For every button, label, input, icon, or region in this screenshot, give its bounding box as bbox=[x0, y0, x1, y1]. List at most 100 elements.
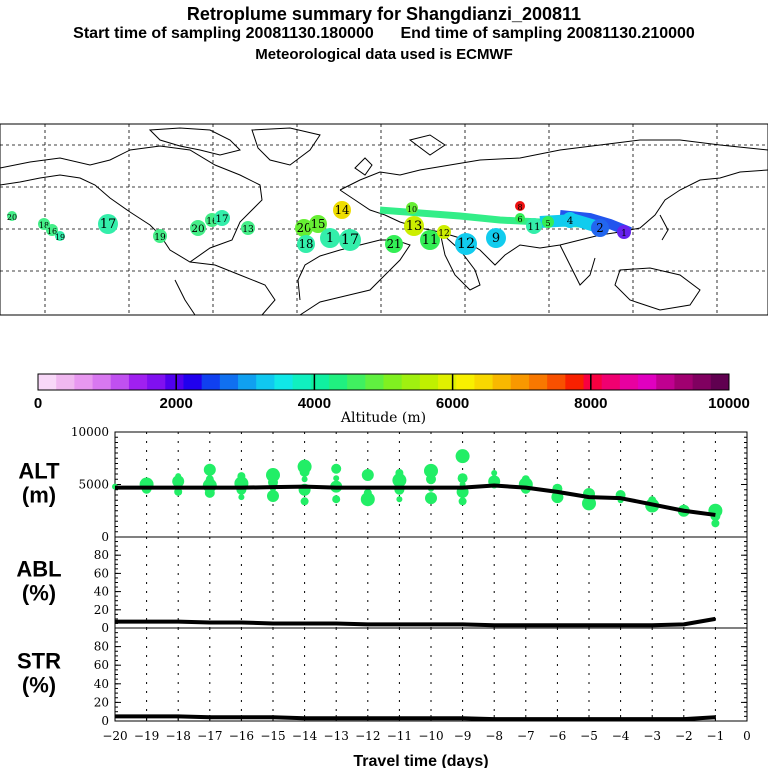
colorbar-swatch bbox=[328, 374, 348, 390]
series-line-abl bbox=[115, 616, 716, 628]
colorbar-tick-label: 4000 bbox=[298, 395, 331, 412]
colorbar-swatch bbox=[165, 374, 184, 390]
plume-dot bbox=[297, 235, 315, 253]
plume-dot bbox=[437, 225, 451, 239]
sampling-times: Start time of sampling 20081130.180000 E… bbox=[0, 25, 768, 43]
altitude-point bbox=[458, 497, 467, 506]
plume-day-label: 17 bbox=[341, 232, 359, 248]
plume-dot bbox=[486, 228, 506, 248]
plume-day-label: 20 bbox=[297, 221, 312, 235]
colorbar-tick-label: 0 bbox=[34, 395, 42, 412]
altitude-point bbox=[491, 469, 498, 476]
time-series-charts: 0500010000ALT(m)020406080ABL(%)020406080… bbox=[16, 425, 750, 768]
altitude-point bbox=[301, 476, 308, 483]
altitude-point bbox=[203, 463, 216, 476]
plume-day-label: 17 bbox=[215, 213, 228, 225]
plume-day-label: 20 bbox=[191, 223, 204, 235]
plume-day-label: 14 bbox=[335, 203, 350, 217]
plume-marker: 6 bbox=[515, 213, 525, 224]
colorbar-swatch bbox=[547, 374, 566, 390]
met-data-label: Meteorological data used is ECMWF bbox=[255, 46, 513, 63]
plume-day-label: 6 bbox=[517, 215, 522, 224]
plume-day-label: 15 bbox=[311, 217, 326, 231]
y-tick-label: 0 bbox=[101, 530, 109, 544]
altitude-point bbox=[392, 473, 407, 488]
plume-marker: 14 bbox=[333, 201, 351, 219]
colorbar-swatch bbox=[56, 374, 75, 390]
y-axis-label: STR bbox=[17, 649, 61, 674]
y-tick-label: 5000 bbox=[78, 478, 109, 492]
plume-day-label: 8 bbox=[517, 203, 522, 212]
colorbar-swatch bbox=[274, 374, 294, 390]
altitude-point bbox=[363, 488, 372, 497]
colorbar-swatch bbox=[438, 374, 457, 390]
colorbar-tick-label: 2000 bbox=[160, 395, 193, 412]
y-tick-label: 60 bbox=[94, 566, 109, 580]
plume-marker: 20 bbox=[295, 219, 313, 237]
plume-marker: 5 bbox=[542, 216, 554, 228]
plume-marker: 11 bbox=[420, 230, 440, 250]
colorbar-swatch bbox=[492, 374, 512, 390]
start-time-label: Start time of sampling 20081130.180000 bbox=[73, 25, 374, 42]
altitude-point bbox=[297, 459, 312, 474]
colorbar-swatch bbox=[528, 374, 548, 390]
plume-day-label: 1 bbox=[621, 229, 627, 239]
x-tick-label: −10 bbox=[418, 729, 443, 743]
colorbar-swatch bbox=[365, 374, 384, 390]
colorbar-swatch bbox=[583, 374, 603, 390]
y-tick-label: 80 bbox=[94, 548, 109, 562]
colorbar-swatch bbox=[474, 374, 494, 390]
plume-marker: 8 bbox=[515, 201, 525, 212]
chart-panel-abl: 0 20 40 60 80 ABL(%) bbox=[16, 536, 748, 635]
altitude-point bbox=[331, 463, 342, 474]
series-line-alt bbox=[115, 483, 716, 517]
altitude-point bbox=[425, 492, 437, 505]
colorbar-swatch bbox=[383, 374, 403, 390]
altitude-point bbox=[455, 449, 470, 464]
x-tick-label: 0 bbox=[743, 729, 751, 743]
colorbar-swatch bbox=[510, 374, 530, 390]
x-tick-label: −18 bbox=[166, 729, 191, 743]
y-axis-label: ABL bbox=[16, 557, 61, 582]
plume-day-label: 19 bbox=[154, 233, 166, 243]
plume-marker: 19 bbox=[153, 229, 167, 243]
plume-dot bbox=[455, 233, 477, 255]
colorbar-frame bbox=[37, 373, 730, 391]
y-axis-unit: (%) bbox=[22, 673, 56, 698]
altitude-colorbar: 0 2000 4000 6000 8000 10000 Altitude (m) bbox=[34, 373, 750, 426]
colorbar-swatch bbox=[710, 374, 730, 390]
colorbar-swatch bbox=[183, 374, 203, 390]
plume-day-label: 10 bbox=[407, 205, 417, 214]
plume-dot bbox=[295, 219, 313, 237]
x-tick-label: −19 bbox=[134, 729, 159, 743]
plume-marker: 2 bbox=[591, 219, 609, 237]
y-tick-label: 20 bbox=[94, 695, 109, 709]
colorbar-swatch bbox=[419, 374, 439, 390]
plume-marker: 18 bbox=[297, 235, 315, 253]
colorbar-swatch bbox=[692, 374, 712, 390]
y-tick-label: 0 bbox=[101, 714, 109, 728]
plume-dot bbox=[153, 229, 167, 243]
plume-marker: 4 bbox=[562, 212, 578, 228]
x-tick-label: −13 bbox=[324, 729, 349, 743]
plume-day-label: 18 bbox=[299, 237, 314, 251]
colorbar-swatch bbox=[347, 374, 366, 390]
plume-dot bbox=[190, 220, 206, 236]
altitude-point bbox=[174, 487, 183, 496]
plume-day-label: 19 bbox=[55, 233, 65, 242]
y-tick-label: 20 bbox=[94, 603, 109, 617]
plume-dot bbox=[406, 202, 418, 214]
x-tick-label: −6 bbox=[549, 729, 567, 743]
colorbar-swatch bbox=[38, 374, 57, 390]
plume-dot bbox=[515, 201, 525, 211]
colorbar-swatch bbox=[128, 374, 148, 390]
plume-day-label: 9 bbox=[492, 231, 500, 246]
plume-day-label: 11 bbox=[527, 221, 540, 233]
plume-marker: 9 bbox=[486, 228, 506, 248]
series-line-str bbox=[115, 714, 716, 722]
x-tick-label: −14 bbox=[292, 729, 318, 743]
plume-marker: 17 bbox=[339, 229, 361, 251]
altitude-point bbox=[267, 490, 279, 503]
